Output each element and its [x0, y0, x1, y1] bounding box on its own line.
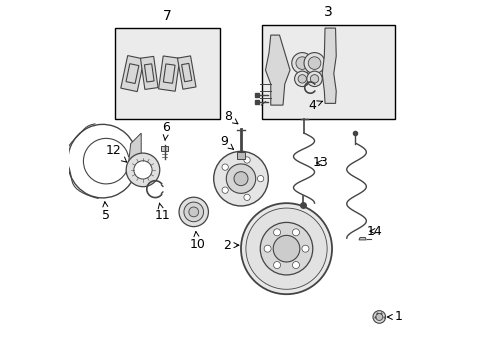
Circle shape	[310, 75, 318, 83]
Text: 8: 8	[223, 110, 237, 124]
Polygon shape	[158, 56, 180, 91]
Text: 12: 12	[105, 144, 126, 162]
Polygon shape	[121, 55, 144, 91]
Circle shape	[213, 151, 268, 206]
Polygon shape	[126, 64, 139, 84]
Bar	[236, 152, 244, 159]
Circle shape	[298, 75, 306, 83]
Polygon shape	[322, 28, 336, 103]
Circle shape	[273, 229, 280, 236]
Circle shape	[264, 245, 270, 252]
Circle shape	[126, 153, 160, 187]
Text: 10: 10	[189, 231, 205, 251]
Circle shape	[292, 262, 299, 269]
Circle shape	[188, 207, 198, 217]
Polygon shape	[140, 57, 158, 89]
Circle shape	[304, 53, 325, 73]
Circle shape	[292, 229, 299, 236]
Text: 14: 14	[366, 225, 381, 238]
Polygon shape	[177, 56, 196, 89]
Circle shape	[294, 71, 309, 86]
Circle shape	[183, 202, 203, 222]
Text: 7: 7	[163, 9, 171, 23]
Text: 9: 9	[220, 135, 233, 149]
Polygon shape	[265, 35, 289, 105]
Circle shape	[134, 161, 152, 179]
Circle shape	[273, 262, 280, 269]
Bar	[161, 146, 168, 151]
Text: 2: 2	[223, 239, 239, 252]
Circle shape	[226, 164, 255, 193]
Polygon shape	[358, 238, 366, 240]
Text: 13: 13	[312, 156, 328, 170]
Circle shape	[260, 222, 312, 275]
Text: 6: 6	[162, 121, 170, 140]
Text: 4: 4	[308, 99, 322, 112]
Circle shape	[244, 157, 250, 163]
Bar	[115, 28, 220, 119]
Circle shape	[375, 314, 382, 320]
Text: 11: 11	[154, 203, 170, 222]
Circle shape	[222, 187, 228, 193]
Text: 1: 1	[386, 310, 402, 323]
Polygon shape	[144, 64, 154, 82]
Circle shape	[179, 197, 208, 226]
Circle shape	[307, 57, 320, 69]
Circle shape	[295, 57, 308, 69]
Circle shape	[372, 311, 385, 323]
Bar	[262, 24, 394, 119]
Circle shape	[257, 175, 263, 182]
Text: 3: 3	[324, 5, 332, 19]
Circle shape	[306, 71, 322, 86]
Polygon shape	[163, 64, 175, 83]
Circle shape	[222, 164, 228, 170]
Circle shape	[245, 208, 326, 289]
Circle shape	[291, 53, 312, 73]
Polygon shape	[181, 63, 191, 82]
Circle shape	[301, 245, 308, 252]
Polygon shape	[127, 133, 141, 175]
Circle shape	[273, 235, 299, 262]
Text: 5: 5	[102, 202, 110, 222]
Circle shape	[234, 172, 247, 186]
Circle shape	[244, 194, 250, 201]
Circle shape	[241, 203, 331, 294]
